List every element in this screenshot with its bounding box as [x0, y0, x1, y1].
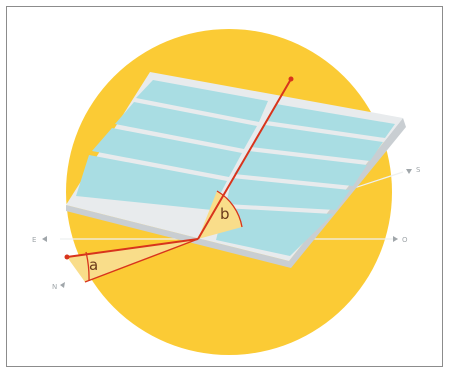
panel-cell: [136, 80, 268, 122]
arrow-up-right-icon: [406, 169, 412, 174]
ground-ray-endpoint: [64, 254, 70, 260]
panel-cell: [267, 104, 395, 138]
solar-panel-cells-right: [216, 104, 395, 256]
direction-label-bottom-left: N: [52, 283, 57, 291]
direction-label-top-right: S: [416, 166, 421, 174]
panel-cell: [226, 178, 350, 210]
arrow-down-left-icon: [60, 282, 65, 288]
direction-marker-bottom-left: N: [52, 282, 65, 291]
solar-panel-cells-left: [76, 80, 268, 210]
direction-label-left: E: [32, 236, 36, 244]
panel-cell: [92, 128, 242, 177]
angle-a-wedge: [67, 239, 198, 282]
direction-marker-left: E: [32, 236, 47, 244]
direction-label-right: O: [402, 236, 408, 244]
solar-panel-side: [66, 118, 406, 268]
direction-marker-top-right: S: [406, 166, 421, 174]
ground-ray: [66, 238, 199, 258]
angle-b-label: b: [220, 205, 230, 223]
panel-cell: [216, 208, 333, 256]
panel-cell: [76, 155, 227, 210]
angle-b-arc: [216, 190, 243, 228]
panel-cell: [251, 125, 383, 161]
angle-a-label: a: [89, 256, 98, 274]
sun-ray-endpoint: [288, 76, 294, 82]
azimuth-ray: [84, 238, 199, 283]
panel-cell: [115, 102, 257, 149]
panel-cell: [234, 151, 367, 186]
sun-ray: [197, 78, 292, 240]
direction-marker-right: O: [393, 236, 408, 244]
arrow-left-icon: [42, 236, 47, 242]
arrow-right-icon: [393, 236, 398, 242]
